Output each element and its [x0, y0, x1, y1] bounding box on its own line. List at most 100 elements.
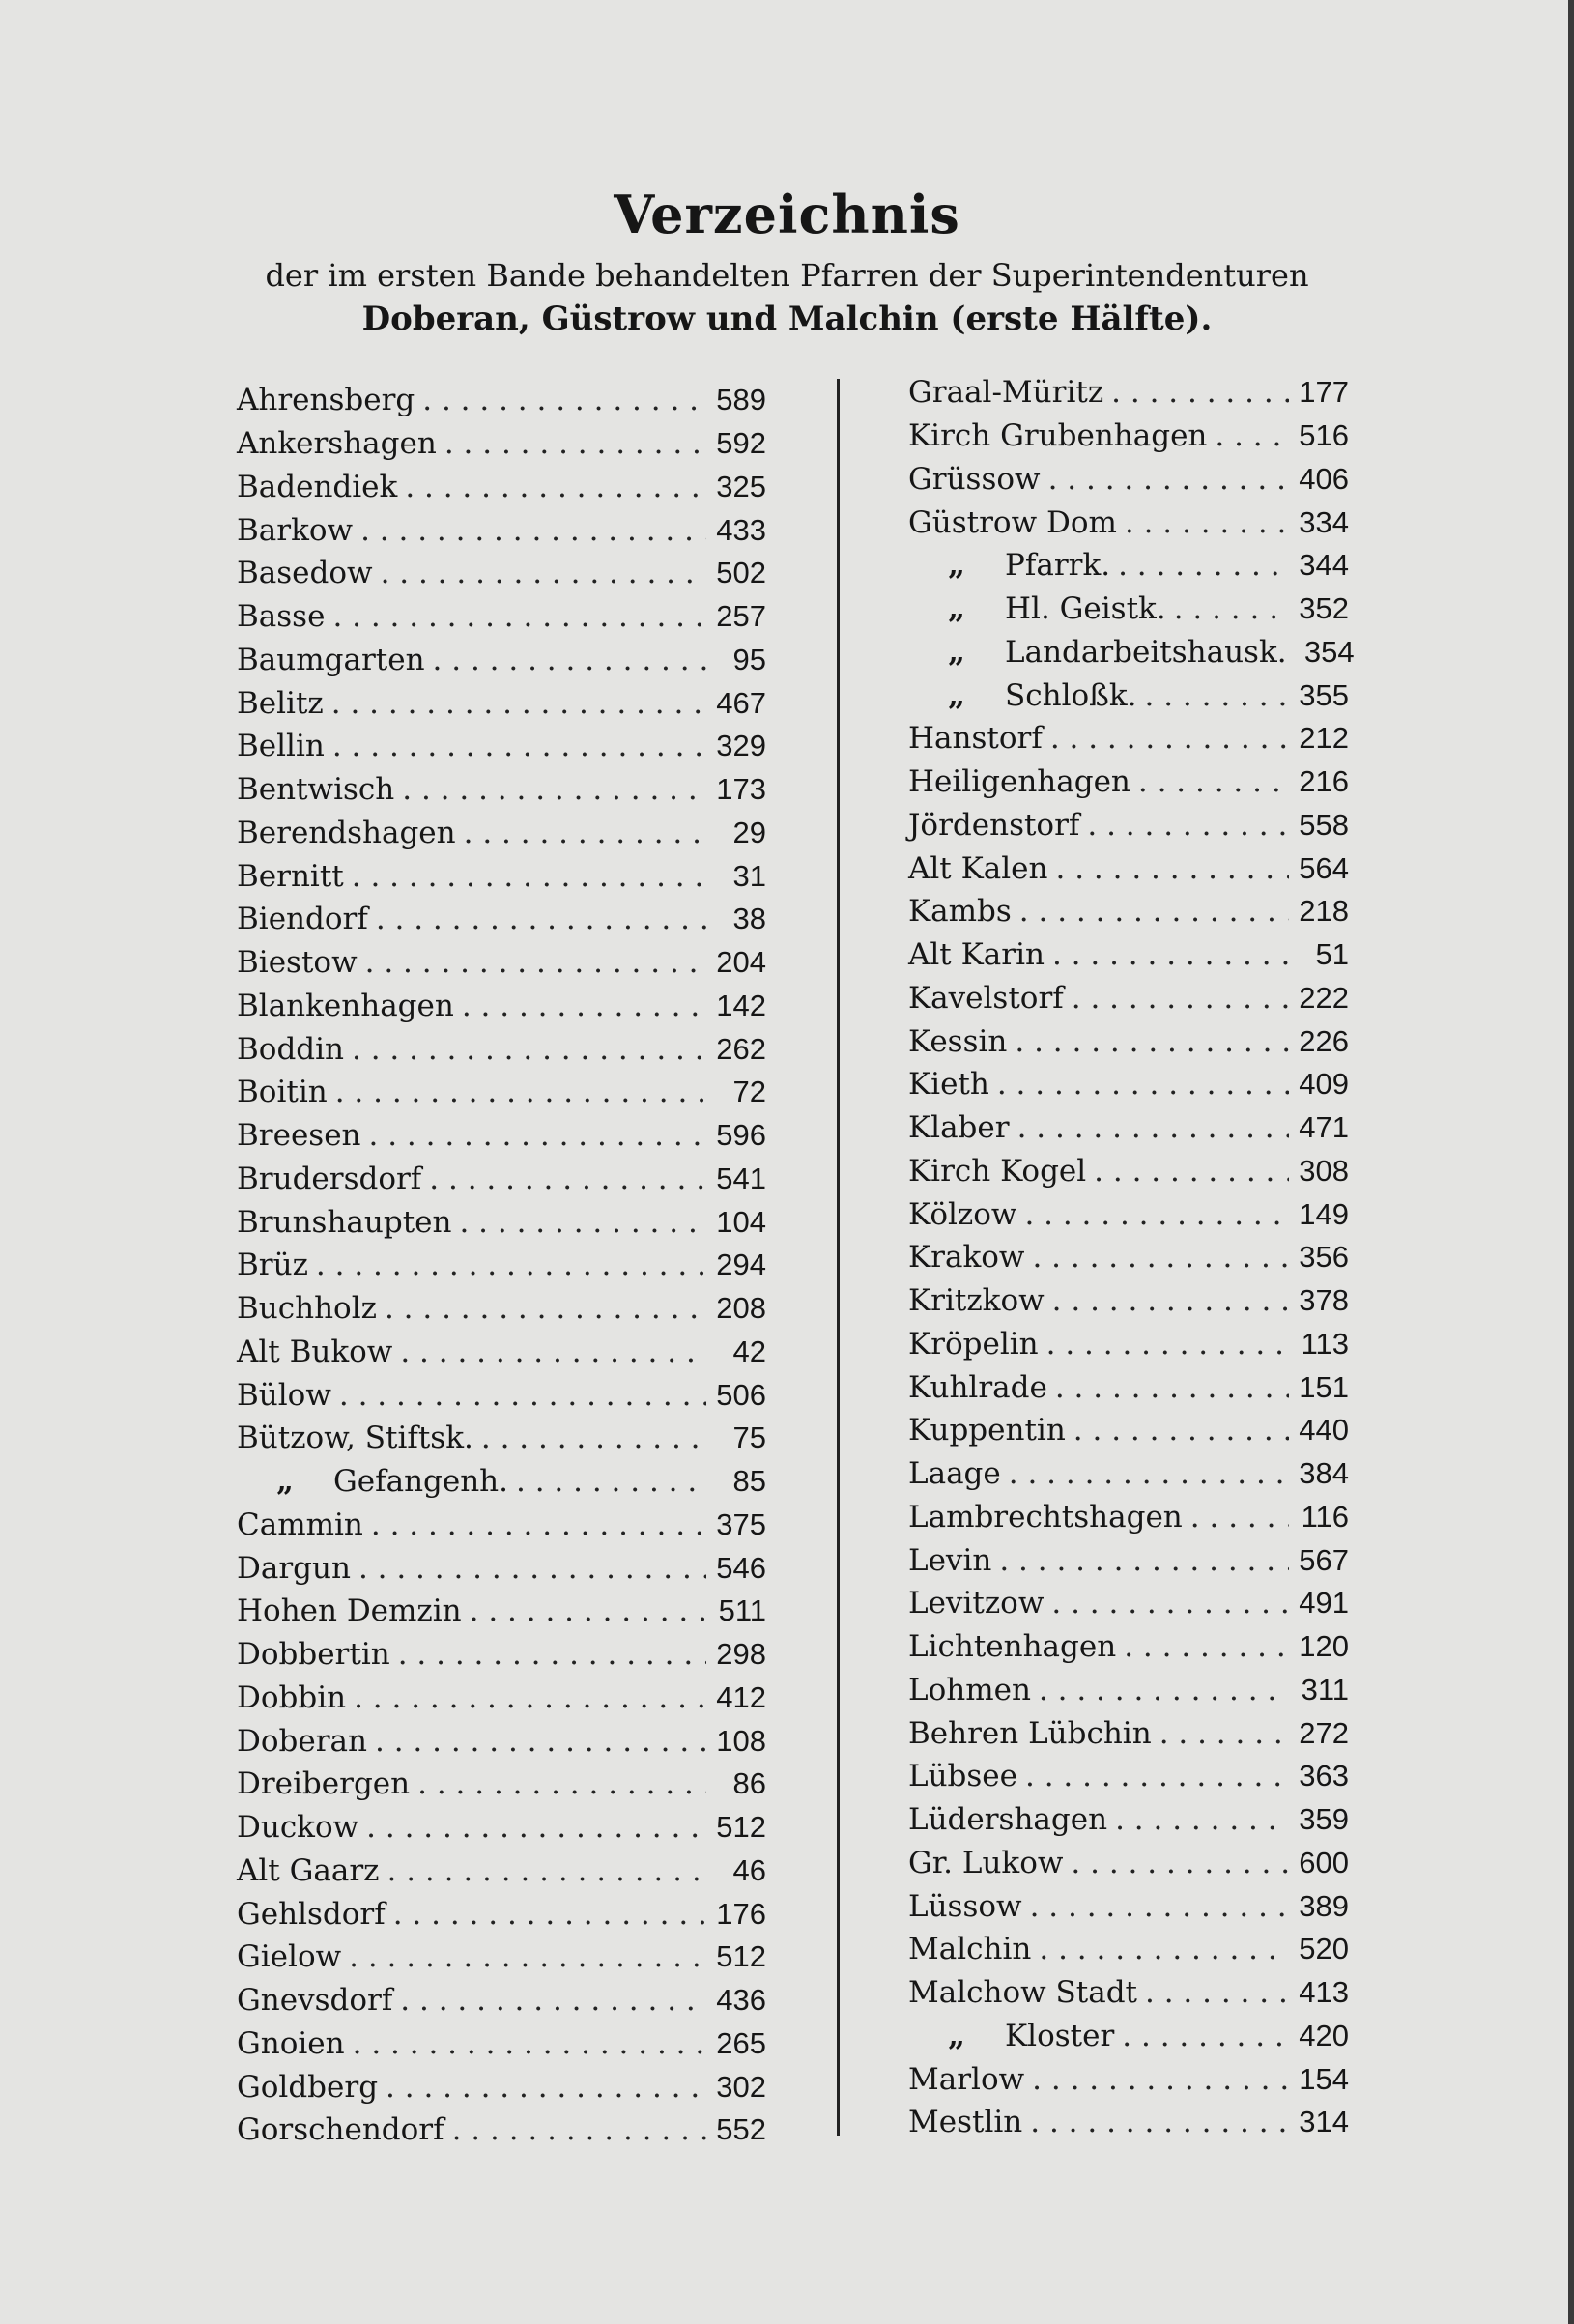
- entry-page-number: 151: [1299, 1369, 1349, 1404]
- index-entry: Dargun 546: [237, 1546, 766, 1590]
- entry-name: Gielow: [237, 1939, 342, 1975]
- index-entry: Dobbin 412: [237, 1677, 766, 1720]
- entry-name: Baumgarten: [237, 642, 425, 677]
- entry-page-number: 177: [1299, 375, 1349, 410]
- entry-page-number: 512: [716, 1939, 766, 1974]
- dot-leader: [349, 1939, 706, 1974]
- entry-name: Lambrechtshagen: [908, 1499, 1183, 1535]
- dot-leader: [1159, 1716, 1289, 1751]
- entry-page-number: 216: [1299, 764, 1349, 799]
- entry-name: Kessin: [908, 1023, 1008, 1059]
- entry-name: Alt Bukow: [237, 1334, 393, 1369]
- dot-leader: [452, 2112, 706, 2147]
- dot-leader: [1009, 1456, 1289, 1491]
- entry-name: Kieth: [908, 1067, 989, 1103]
- entry-page-number: 104: [716, 1204, 766, 1239]
- entry-name: Biendorf: [237, 902, 368, 937]
- entry-name: Brunshaupten: [237, 1204, 452, 1240]
- entry-page-number: 294: [716, 1248, 766, 1282]
- entry-page-number: 541: [716, 1161, 766, 1195]
- entry-name: Ahrensberg: [237, 383, 415, 418]
- index-entry: Bülow 506: [237, 1373, 766, 1417]
- dot-leader: [1055, 851, 1289, 886]
- entry-page-number: 558: [1299, 807, 1349, 842]
- dot-leader: [1145, 1975, 1289, 2010]
- entry-page-number: 363: [1299, 1759, 1349, 1793]
- entry-name: Kirch Grubenhagen: [908, 418, 1208, 454]
- entry-name: Kambs: [908, 894, 1012, 930]
- index-entry: Alt Kalen 564: [908, 846, 1349, 890]
- index-column-left: Ahrensberg589Ankershagen592Badendiek325B…: [237, 379, 766, 2152]
- entry-name: Marlow: [908, 2061, 1025, 2097]
- index-entry: Kirch Grubenhagen 516: [908, 415, 1349, 458]
- page-edge-shadow: [1568, 0, 1574, 2324]
- entry-page-number: 75: [732, 1420, 766, 1455]
- entry-name: Landarbeitshausk.: [1005, 634, 1287, 670]
- entry-page-number: 154: [1299, 2061, 1349, 2096]
- index-entry: Dobbertin 298: [237, 1633, 766, 1677]
- dot-leader: [470, 1593, 706, 1628]
- dot-leader: [376, 902, 706, 936]
- entry-name: Gr. Lukow: [908, 1845, 1064, 1880]
- dot-leader: [1073, 1413, 1289, 1448]
- index-entry: Hanstorf 212: [908, 717, 1349, 760]
- index-entry: Bentwisch 173: [237, 768, 766, 812]
- dot-leader: [1115, 1802, 1289, 1837]
- index-entry: Kölzow 149: [908, 1192, 1349, 1236]
- entry-page-number: 552: [716, 2112, 766, 2147]
- entry-page-number: 506: [716, 1377, 766, 1412]
- subtitle-line-2: Doberan, Güstrow und Malchin (erste Hälf…: [361, 300, 1213, 338]
- entry-page-number: 389: [1299, 1888, 1349, 1923]
- index-entry: Cammin 375: [237, 1504, 766, 1547]
- index-entry: Lübsee 363: [908, 1755, 1349, 1798]
- entry-name: Duckow: [237, 1810, 359, 1846]
- entry-name: Lüssow: [908, 1888, 1022, 1924]
- dot-leader: [371, 1507, 706, 1542]
- index-entry: Marlow 154: [908, 2057, 1349, 2101]
- index-entry: Kritzkow 378: [908, 1279, 1349, 1323]
- index-entry: Dreibergen 86: [237, 1763, 766, 1806]
- index-entry: Baumgarten 95: [237, 639, 766, 682]
- index-entry: Boddin 262: [237, 1027, 766, 1071]
- dot-leader: [1052, 1283, 1289, 1318]
- index-entry: Lohmen 311: [908, 1669, 1349, 1712]
- entry-page-number: 113: [1301, 1326, 1349, 1361]
- dot-leader: [400, 1334, 706, 1369]
- index-entry: „ Pfarrk. 344: [908, 544, 1349, 588]
- entry-name: Kuppentin: [908, 1413, 1066, 1449]
- entry-page-number: 176: [716, 1896, 766, 1931]
- dot-leader: [481, 1420, 706, 1455]
- entry-name: Berendshagen: [237, 815, 456, 850]
- dot-leader: [1019, 894, 1289, 929]
- index-entry: Basedow 502: [237, 552, 766, 595]
- entry-page-number: 208: [716, 1291, 766, 1326]
- entry-name: Badendiek: [237, 469, 398, 504]
- entry-name: Levitzow: [908, 1586, 1045, 1621]
- entry-name: Malchow Stadt: [908, 1975, 1137, 2011]
- entry-page-number: 413: [1299, 1975, 1349, 2010]
- entry-page-number: 471: [1299, 1110, 1349, 1145]
- entry-page-number: 412: [716, 1679, 766, 1714]
- entry-page-number: 51: [1315, 937, 1349, 972]
- entry-page-number: 502: [716, 556, 766, 590]
- entry-page-number: 567: [1299, 1542, 1349, 1577]
- entry-name: Bülow: [237, 1377, 331, 1413]
- index-column-right: Graal-Müritz 177 Kirch Grubenhagen 516 Grüss…: [908, 371, 1355, 2144]
- dot-leader: [464, 816, 706, 850]
- entry-page-number: 512: [716, 1810, 766, 1845]
- dot-leader: [1071, 1846, 1289, 1880]
- entry-name: Basse: [237, 599, 326, 635]
- dot-leader: [1051, 1586, 1289, 1621]
- index-entry: Gehlsdorf 176: [237, 1892, 766, 1936]
- dot-leader: [1030, 2105, 1289, 2139]
- page-title: Verzeichnis: [614, 184, 960, 245]
- dot-leader: [398, 1637, 706, 1672]
- entry-name: Kuhlrade: [908, 1369, 1047, 1405]
- index-entry: Bernitt 31: [237, 854, 766, 898]
- dot-leader: [1039, 1932, 1289, 1966]
- entry-name: Dargun: [237, 1550, 351, 1586]
- dot-leader: [417, 1766, 706, 1801]
- index-entry: Hohen Demzin 511: [237, 1590, 766, 1633]
- dot-leader: [999, 1543, 1289, 1578]
- index-entry: Lichtenhagen 120: [908, 1625, 1349, 1669]
